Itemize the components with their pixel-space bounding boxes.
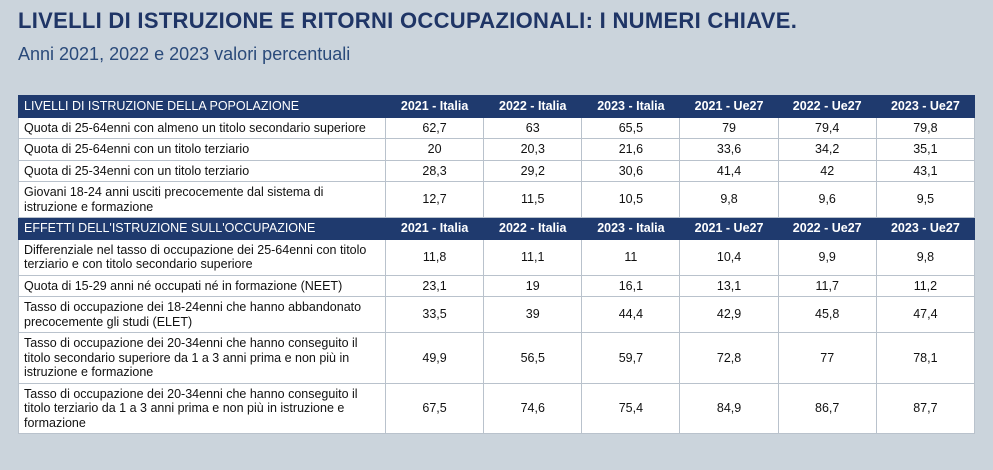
cell-value: 75,4 [581,382,681,434]
column-header: 2021 - Ue27 [679,217,779,240]
row-label: Tasso di occupazione dei 20-34enni che h… [18,382,386,434]
cell-value: 79,4 [777,116,877,139]
table-row: Quota di 25-64enni con almeno un titolo … [18,116,976,139]
row-label: Quota di 15-29 anni né occupati né in fo… [18,274,386,297]
row-label: Tasso di occupazione dei 18-24enni che h… [18,296,386,333]
cell-value: 10,4 [679,238,779,276]
cell-value: 72,8 [679,332,779,384]
cell-value: 33,5 [384,296,485,333]
cell-value: 78,1 [875,332,976,384]
cell-value: 39 [483,296,583,333]
cell-value: 56,5 [483,332,583,384]
table-row: Tasso di occupazione dei 20-34enni che h… [18,332,976,384]
cell-value: 11,7 [777,274,877,297]
cell-value: 9,6 [777,181,877,218]
cell-value: 20,3 [483,138,583,161]
cell-value: 16,1 [581,274,681,297]
column-header: 2022 - Ue27 [777,217,877,240]
title: LIVELLI DI ISTRUZIONE E RITORNI OCCUPAZI… [18,8,798,33]
column-header: 2023 - Italia [581,95,681,118]
section-title: EFFETTI DELL'ISTRUZIONE SULL'OCCUPAZIONE [18,217,386,240]
table-row: Giovani 18-24 anni usciti precocemente d… [18,181,976,218]
section-header-row: EFFETTI DELL'ISTRUZIONE SULL'OCCUPAZIONE… [18,217,976,240]
table-row: Tasso di occupazione dei 18-24enni che h… [18,296,976,333]
subtitle: Anni 2021, 2022 e 2023 valori percentual… [18,44,351,64]
cell-value: 23,1 [384,274,485,297]
cell-value: 67,5 [384,382,485,434]
cell-value: 9,5 [875,181,976,218]
cell-value: 11,8 [384,238,485,276]
row-label: Giovani 18-24 anni usciti precocemente d… [18,181,386,218]
cell-value: 63 [483,116,583,139]
cell-value: 77 [777,332,877,384]
cell-value: 30,6 [581,159,681,182]
cell-value: 45,8 [777,296,877,333]
cell-value: 33,6 [679,138,779,161]
section-header-row: LIVELLI DI ISTRUZIONE DELLA POPOLAZIONE 2… [18,95,976,118]
cell-value: 65,5 [581,116,681,139]
cell-value: 13,1 [679,274,779,297]
cell-value: 41,4 [679,159,779,182]
cell-value: 62,7 [384,116,485,139]
cell-value: 11,2 [875,274,976,297]
cell-value: 11,1 [483,238,583,276]
cell-value: 9,8 [679,181,779,218]
row-label: Quota di 25-64enni con almeno un titolo … [18,116,386,139]
column-header: 2023 - Ue27 [875,217,976,240]
cell-value: 86,7 [777,382,877,434]
table-row: Differenziale nel tasso di occupazione d… [18,238,976,276]
table-row: Quota di 25-64enni con un titolo terziar… [18,138,976,161]
cell-value: 49,9 [384,332,485,384]
cell-value: 19 [483,274,583,297]
cell-value: 43,1 [875,159,976,182]
table-row: Quota di 25-34enni con un titolo terziar… [18,159,976,182]
cell-value: 79 [679,116,779,139]
cell-value: 9,9 [777,238,877,276]
row-label: Tasso di occupazione dei 20-34enni che h… [18,332,386,384]
table-row: Tasso di occupazione dei 20-34enni che h… [18,382,976,434]
row-label: Quota di 25-34enni con un titolo terziar… [18,159,386,182]
column-header: 2022 - Italia [483,95,583,118]
cell-value: 11,5 [483,181,583,218]
cell-value: 29,2 [483,159,583,182]
table-row: Quota di 15-29 anni né occupati né in fo… [18,274,976,297]
cell-value: 74,6 [483,382,583,434]
cell-value: 9,8 [875,238,976,276]
cell-value: 10,5 [581,181,681,218]
cell-value: 87,7 [875,382,976,434]
cell-value: 42 [777,159,877,182]
column-header: 2022 - Italia [483,217,583,240]
cell-value: 84,9 [679,382,779,434]
row-label: Quota di 25-64enni con un titolo terziar… [18,138,386,161]
column-header: 2021 - Italia [384,217,485,240]
data-table: LIVELLI DI ISTRUZIONE DELLA POPOLAZIONE 2… [18,95,976,434]
cell-value: 11 [581,238,681,276]
column-header: 2021 - Ue27 [679,95,779,118]
cell-value: 34,2 [777,138,877,161]
column-header: 2021 - Italia [384,95,485,118]
cell-value: 44,4 [581,296,681,333]
cell-value: 59,7 [581,332,681,384]
cell-value: 21,6 [581,138,681,161]
cell-value: 79,8 [875,116,976,139]
column-header: 2023 - Ue27 [875,95,976,118]
cell-value: 12,7 [384,181,485,218]
section-title: LIVELLI DI ISTRUZIONE DELLA POPOLAZIONE [18,95,386,118]
cell-value: 35,1 [875,138,976,161]
cell-value: 42,9 [679,296,779,333]
row-label: Differenziale nel tasso di occupazione d… [18,238,386,276]
cell-value: 28,3 [384,159,485,182]
column-header: 2022 - Ue27 [777,95,877,118]
column-header: 2023 - Italia [581,217,681,240]
cell-value: 47,4 [875,296,976,333]
cell-value: 20 [384,138,485,161]
